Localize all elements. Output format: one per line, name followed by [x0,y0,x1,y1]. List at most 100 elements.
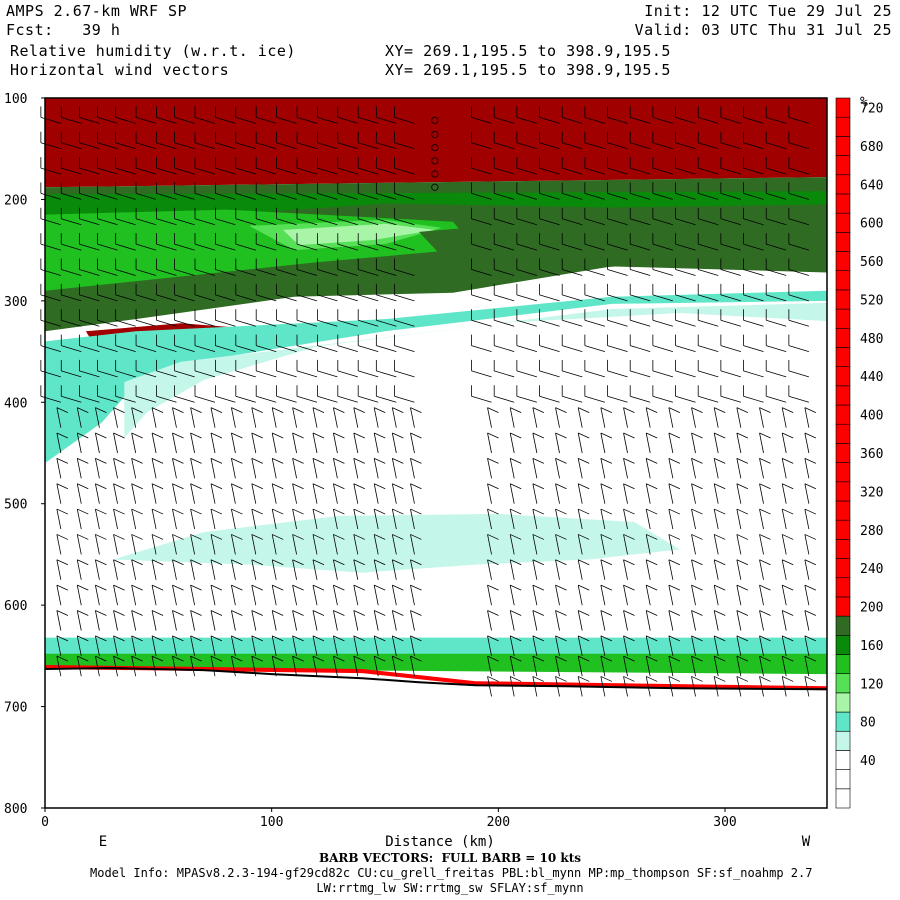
wind-barb [251,483,257,504]
wind-barb [607,193,628,200]
wind-barb [135,395,157,403]
wind-barb [766,142,787,150]
wind-barb-flag [623,559,635,566]
wind-barb [251,534,257,555]
wind-barb [231,534,236,555]
wind-barb [675,142,696,150]
wind-barb-flag [759,407,771,414]
wind-barb [562,370,583,378]
wind-barb [720,218,741,226]
wind-barb [555,508,560,530]
wind-barb [494,142,515,150]
wind-barb-flag [487,676,499,682]
wind-barb [743,167,764,175]
wind-barb [759,559,764,580]
wind-barb-flag [691,655,703,662]
wind-barb [623,585,628,606]
wind-barb [312,407,318,428]
wind-barb [759,432,764,454]
wind-barb [494,370,515,378]
wind-barb [691,407,696,428]
wind-barb-flag [714,432,726,439]
wind-barb [256,116,277,124]
wind-barb-flag [131,635,143,642]
wind-barb [394,269,415,276]
wind-barb [271,635,277,656]
rh-region-green1 [45,191,827,222]
wind-barb [516,395,537,403]
wind-barb [471,193,492,200]
wind-barb [194,345,216,352]
wind-barb-flag [691,676,703,682]
wind-barb-flag [131,610,143,616]
wind-barb [804,508,810,530]
colorbar-bin [835,136,851,156]
wind-barb [256,370,277,378]
colorbar-bin [835,730,851,751]
wind-barb [577,585,583,606]
wind-barb-flag [736,483,749,490]
wind-barb [292,534,297,555]
wind-barb [215,319,236,327]
wind-barb [312,483,318,504]
wind-barb [804,432,810,454]
wind-barb-flag [646,483,658,490]
wind-barb [584,243,605,251]
wind-barb [494,319,515,327]
wind-barb-flag [113,483,125,490]
colorbar-bin [835,385,851,406]
rh-region-darkgreen [419,217,669,275]
wind-barb-flag [312,584,325,591]
wind-barb [736,559,742,580]
colorbar-bin [835,174,851,195]
wind-barb-flag [555,483,567,490]
terrain-line [44,666,828,691]
wind-barb [190,407,195,428]
wind-barb [555,483,560,504]
wind-barb [645,656,651,677]
colorbar-bin [835,481,851,502]
wind-barb [56,610,62,631]
wind-barb-flag [804,676,817,682]
wind-barb [743,269,764,276]
wind-barb [276,269,297,276]
wind-barb [720,269,741,276]
wind-barb [652,142,673,150]
wind-barb [113,508,118,530]
wind-barb [630,370,651,378]
wind-barb [317,319,338,327]
wind-barb [394,218,415,226]
wind-barb [251,610,257,631]
wind-barb-flag [623,508,635,515]
wind-barb-flag [172,655,184,662]
field-title-wind: Horizontal wind vectors [10,61,230,79]
wind-barb [40,345,61,352]
wind-barb-flag [251,508,263,515]
wind-barb [562,193,583,200]
wind-barb [353,585,359,606]
wind-barb-flag [131,534,143,540]
wind-barb-flag [646,432,658,439]
wind-barb [713,432,719,454]
wind-barb [271,559,277,580]
wind-barb [353,635,359,656]
rh-shading [45,98,828,691]
wind-barb [698,345,719,352]
wind-barb [471,370,492,378]
wind-barb-flag [56,655,69,662]
wind-barb-flag [600,534,613,540]
wind-barb [562,294,583,302]
wind-barb [373,656,379,677]
wind-barb [600,559,606,580]
wind-barb [190,559,195,580]
colorbar-label: 720 [860,102,883,117]
wind-barb [97,218,118,226]
wind-barb [577,432,583,454]
wind-barb [174,345,195,352]
wind-barb [691,610,696,631]
wind-barb [251,508,257,530]
wind-barb [235,294,256,302]
wind-barb [256,294,277,302]
wind-barb [156,370,177,378]
wind-barb-flag [272,407,284,414]
